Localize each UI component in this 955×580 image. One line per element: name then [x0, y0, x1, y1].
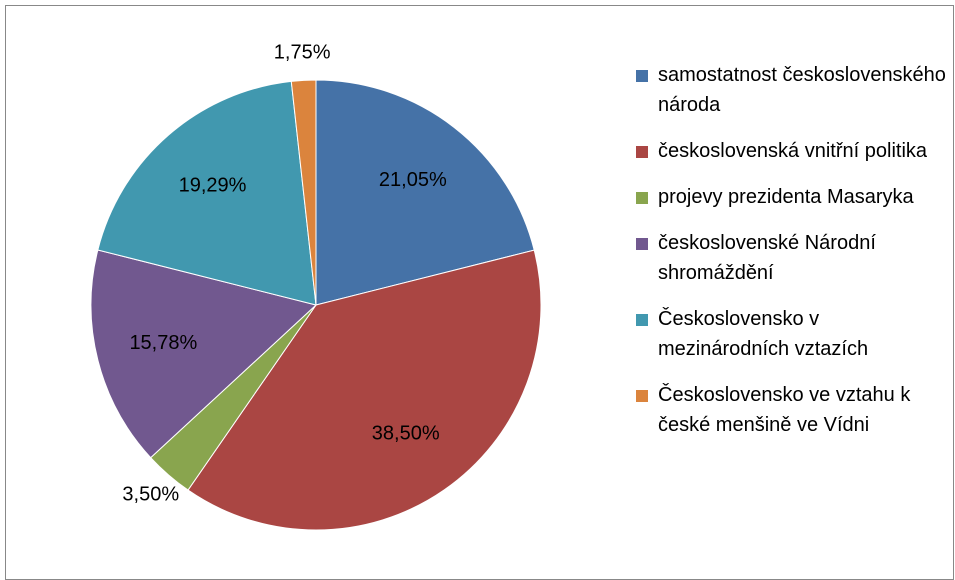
legend-swatch	[636, 238, 648, 250]
pie-slice	[90, 249, 318, 459]
legend-swatch	[636, 146, 648, 158]
pie-slice	[290, 79, 317, 306]
data-label: 38,50%	[372, 423, 440, 445]
data-label: 19,29%	[179, 175, 247, 197]
data-label: 15,78%	[129, 332, 197, 354]
legend-swatch	[636, 70, 648, 82]
legend-item: projevy prezidenta Masaryka	[636, 182, 946, 212]
legend-swatch	[636, 192, 648, 204]
legend-label: samostatnost československého národa	[658, 64, 946, 116]
pie-slice	[187, 249, 542, 531]
legend-label: projevy prezidenta Masaryka	[658, 186, 914, 208]
legend-label: Československo v mezinárodních vztazích	[658, 308, 869, 360]
pie-slice	[315, 79, 535, 306]
legend-label: československé Národní shromáždění	[658, 232, 876, 284]
data-label: 3,50%	[122, 484, 179, 506]
legend-item: Československo ve vztahu k české menšině…	[636, 380, 946, 440]
legend-item: československá vnitřní politika	[636, 136, 946, 166]
legend-item: československé Národní shromáždění	[636, 228, 946, 288]
legend: samostatnost československého národa česk…	[636, 60, 946, 456]
data-label: 1,75%	[274, 42, 331, 64]
legend-item: Československo v mezinárodních vztazích	[636, 304, 946, 364]
legend-swatch	[636, 314, 648, 326]
legend-item: samostatnost československého národa	[636, 60, 946, 120]
pie-slice	[97, 80, 317, 306]
legend-label: československá vnitřní politika	[658, 140, 928, 162]
legend-label: Československo ve vztahu k české menšině…	[658, 384, 911, 436]
legend-swatch	[636, 390, 648, 402]
data-label: 21,05%	[379, 169, 447, 191]
